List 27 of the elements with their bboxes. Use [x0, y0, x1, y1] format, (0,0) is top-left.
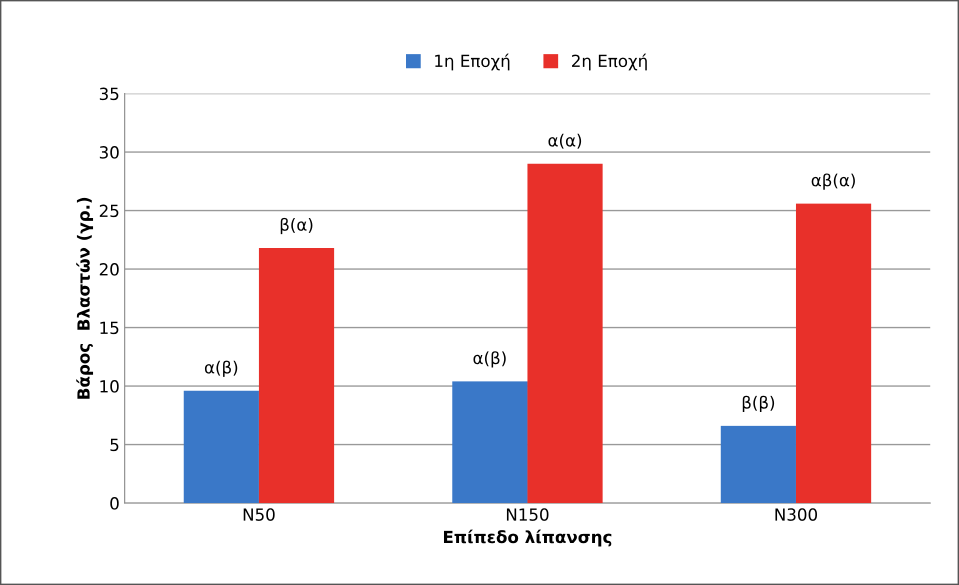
data-label: β(β): [742, 396, 774, 412]
data-label: α(α): [548, 134, 582, 149]
data-label: α(β): [204, 360, 238, 377]
bar: [258, 248, 334, 504]
data-label: αβ(α): [812, 173, 855, 190]
x-tick-label: N50: [244, 508, 275, 521]
x-axis-title: Επίπεδο λίπανσης: [444, 530, 612, 546]
y-tick-label: 5: [110, 438, 118, 452]
bar: [452, 381, 528, 504]
x-tick-label: N300: [775, 508, 817, 521]
bar: [184, 390, 259, 504]
y-tick-label: 20: [100, 263, 119, 276]
y-tick-label: 10: [100, 380, 119, 393]
y-tick-label: 15: [100, 322, 118, 334]
data-label: β(α): [280, 218, 312, 234]
bar: [796, 204, 872, 504]
legend-label: 2η Εποχή: [572, 54, 647, 70]
y-axis-title: Βάρος Βλαστών (γρ.): [76, 198, 94, 399]
data-label: α(β): [473, 351, 506, 368]
legend-label: 1η Εποχή: [435, 54, 510, 70]
y-tick-label: 30: [100, 146, 119, 159]
bar: [720, 426, 796, 504]
bar: [527, 164, 603, 504]
y-tick-label: 35: [100, 88, 118, 100]
y-tick-label: 0: [110, 497, 119, 510]
x-tick-label: N150: [506, 508, 548, 521]
y-tick-label: 25: [100, 204, 118, 218]
